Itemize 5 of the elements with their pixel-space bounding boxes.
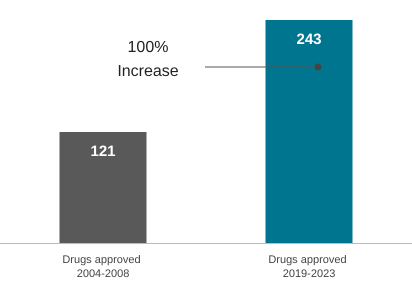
- x-tick-label: Drugs approved 2004-2008: [62, 254, 144, 280]
- data-label: 243: [296, 31, 322, 48]
- x-tick-label: Drugs approved 2019-2023: [268, 254, 350, 280]
- data-label: 121: [90, 142, 116, 160]
- annotation: 100% Increase: [116, 38, 180, 82]
